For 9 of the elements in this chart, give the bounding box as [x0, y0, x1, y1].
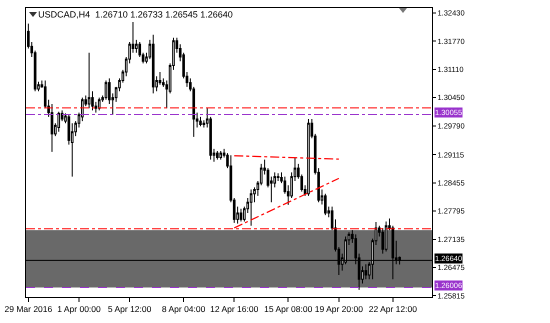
chart-title: USDCAD,H4 1.26710 1.26733 1.26545 1.26640 — [38, 10, 233, 20]
x-tick-label: 1 Apr 00:00 — [57, 304, 101, 314]
x-tick-label: 19 Apr 20:00 — [314, 304, 364, 314]
x-tick-label: 15 Apr 08:00 — [264, 304, 313, 314]
x-tick-label: 22 Apr 12:00 — [368, 304, 418, 314]
x-tick-label: 29 Mar 2016 — [4, 304, 52, 314]
x-tick-label: 8 Apr 04:00 — [162, 304, 206, 314]
x-tick-label: 5 Apr 12:00 — [108, 304, 152, 314]
x-tick-label: 12 Apr 16:00 — [210, 304, 259, 314]
